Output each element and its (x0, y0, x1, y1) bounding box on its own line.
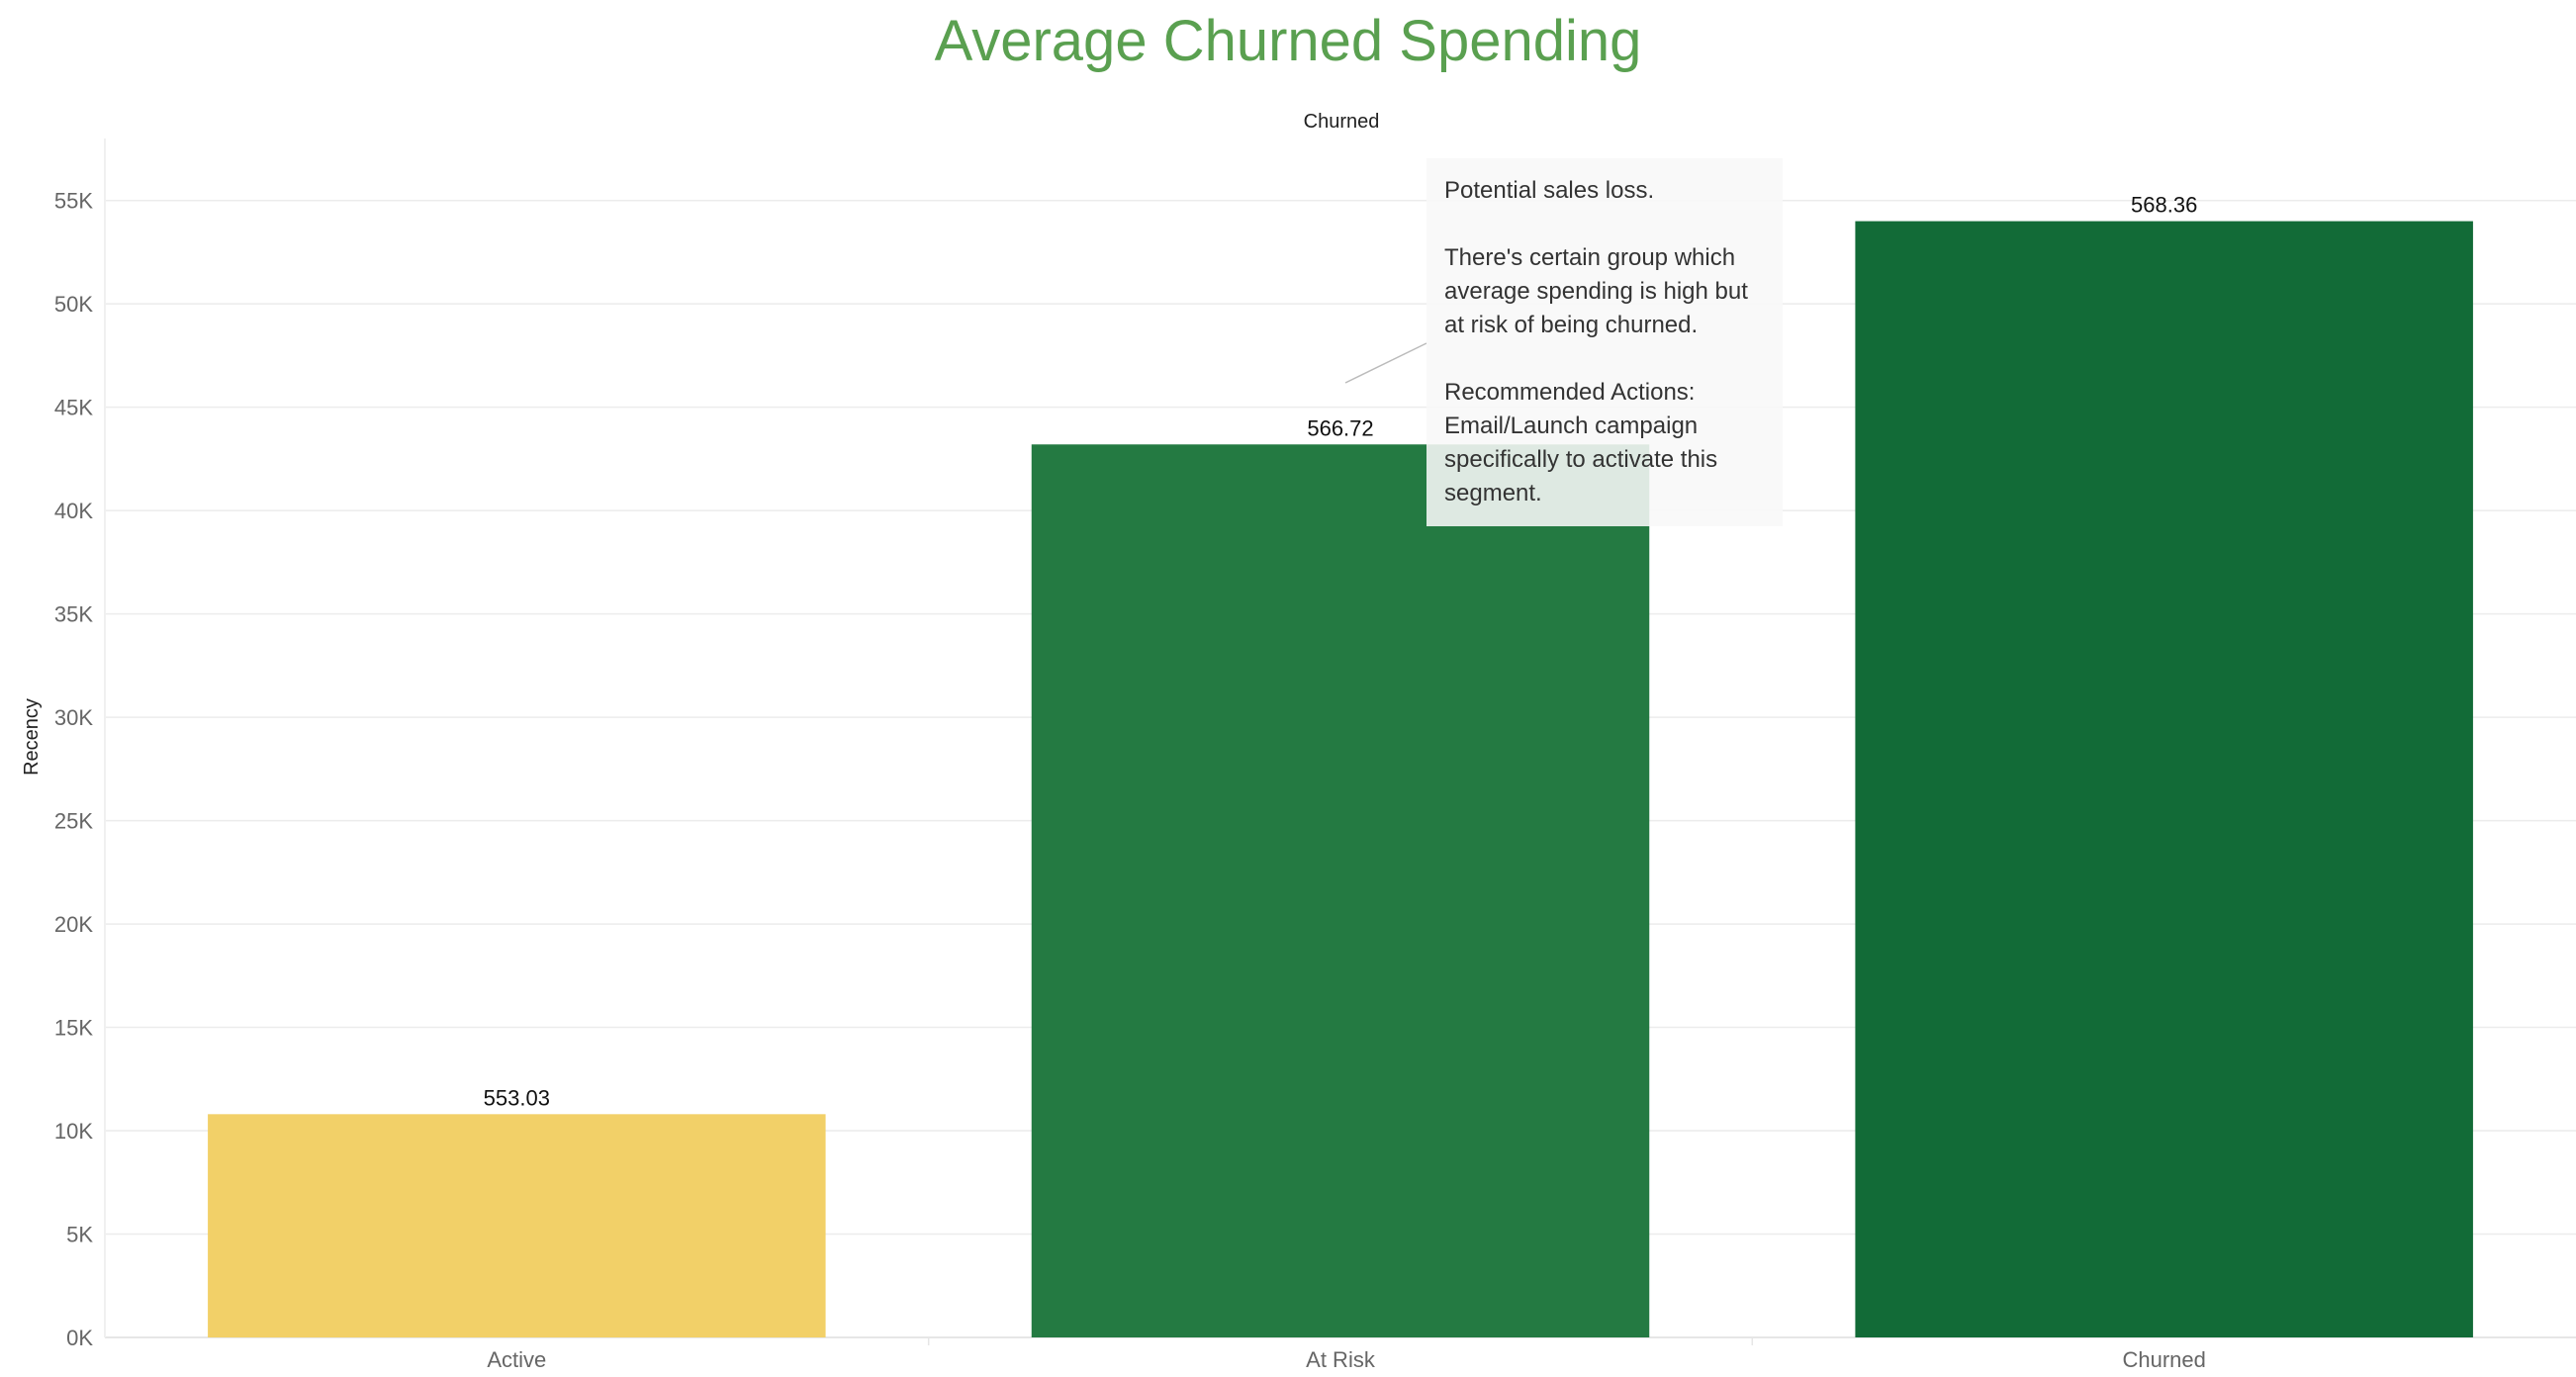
annotation-title: Potential sales loss. (1444, 177, 1655, 204)
annotation-body: There's certain group which average spen… (1444, 244, 1748, 338)
annotation-box: Potential sales loss. There's certain gr… (1426, 158, 1783, 526)
y-tick-label: 10K (54, 1119, 93, 1144)
bar-at-risk[interactable] (1031, 444, 1650, 1338)
data-label: 568.36 (2131, 193, 2197, 218)
annotation-leader-line (1344, 342, 1427, 384)
annotation-actions-label: Recommended Actions: (1444, 379, 1696, 406)
y-tick-label: 20K (54, 912, 93, 937)
x-tick-label: Churned (2122, 1347, 2205, 1372)
y-tick-label: 40K (54, 499, 93, 523)
y-tick-label: 5K (66, 1223, 93, 1247)
y-tick-label: 0K (66, 1326, 93, 1350)
data-label: 553.03 (484, 1085, 550, 1110)
data-label: 566.72 (1307, 415, 1373, 440)
y-tick-label: 45K (54, 396, 93, 420)
data-labels: 553.03 566.72 568.36 (484, 193, 2198, 1111)
bar-active[interactable] (208, 1114, 826, 1337)
y-tick-label: 35K (54, 602, 93, 627)
bars (208, 221, 2473, 1338)
y-axis-ticks: 0K 5K 10K 15K 20K 25K 30K 35K 40K 45K 50K 55K (54, 189, 93, 1350)
chart-title: Average Churned Spending (934, 9, 1642, 73)
category-labels: Active At Risk Churned (487, 1337, 2206, 1372)
annotation-actions-text: Email/Launch campaign specifically to ac… (1444, 413, 1718, 506)
y-tick-label: 55K (54, 189, 93, 214)
y-tick-label: 50K (54, 292, 93, 317)
x-tick-label: Active (487, 1347, 546, 1372)
y-tick-label: 30K (54, 705, 93, 730)
bar-churned[interactable] (1855, 221, 2473, 1338)
legend-label: Churned (1304, 111, 1380, 133)
annotation-actions: Recommended Actions: Email/Launch campai… (1444, 376, 1765, 510)
y-tick-label: 15K (54, 1016, 93, 1041)
x-tick-label: At Risk (1306, 1347, 1376, 1372)
y-axis-title: Recency (21, 698, 43, 776)
y-tick-label: 25K (54, 809, 93, 834)
